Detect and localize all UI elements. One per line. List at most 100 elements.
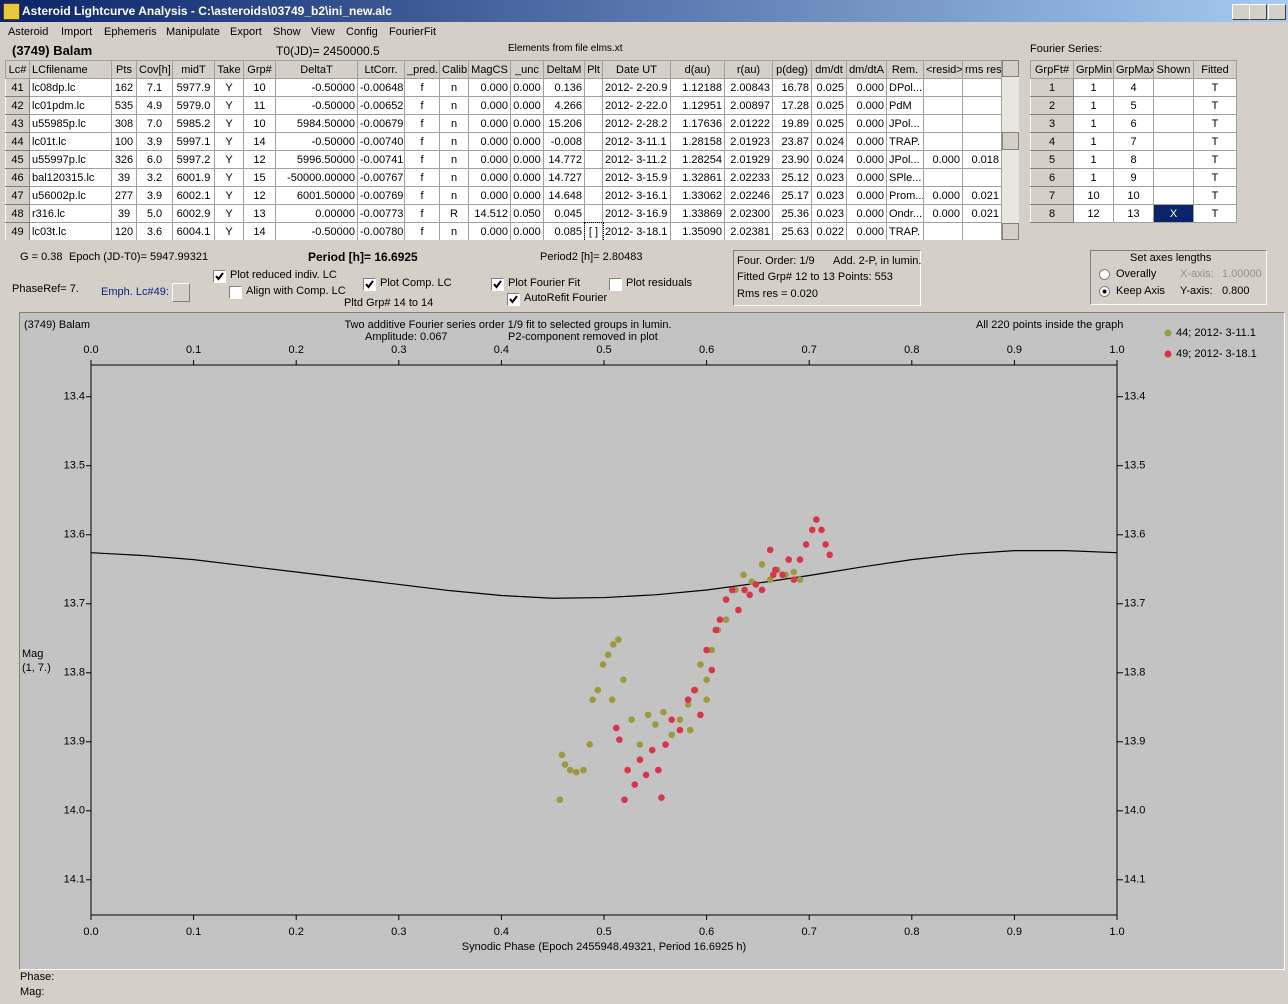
menu-item[interactable]: View <box>311 26 335 38</box>
cell: 0.045 <box>543 204 585 223</box>
cell <box>584 114 603 133</box>
checkbox[interactable] <box>229 286 242 299</box>
info-line: Add. 2-P, in lumin. <box>833 255 922 267</box>
scroll-down[interactable] <box>1002 223 1019 240</box>
x-tick-label-top: 0.1 <box>186 344 201 356</box>
check-mark <box>493 280 502 289</box>
cell: 14 <box>243 132 276 151</box>
data-point <box>636 741 644 748</box>
cell: 12 <box>243 150 276 169</box>
cell <box>584 96 603 115</box>
cell: 5997.2 <box>172 150 215 169</box>
menu-item[interactable]: FourierFit <box>389 26 437 38</box>
cell: 0.000 <box>510 132 544 151</box>
lc-row[interactable]: 49 lc03t.lc 120 3.6 6004.1 Y 14 -0.50000 -0.0078… <box>5 221 1002 240</box>
close-button[interactable] <box>1268 4 1286 20</box>
cell: 0.000 <box>468 222 511 240</box>
cell: 3.2 <box>136 168 173 187</box>
cell: PdM <box>886 96 924 115</box>
row-header: 8 <box>1030 204 1074 223</box>
cell: 0.000 <box>510 96 544 115</box>
lc-row[interactable]: 41 lc08dp.lc 162 7.1 5977.9 Y 10 -0.50000 -0.006… <box>5 78 1002 97</box>
checkbox[interactable] <box>507 293 520 306</box>
scroll-thumb[interactable] <box>1002 132 1019 150</box>
scroll-up[interactable] <box>1002 60 1019 77</box>
fourier-row[interactable]: 7 10 10 T <box>1030 186 1237 205</box>
cell: 0.000 <box>468 168 511 187</box>
cell: Y <box>214 78 244 97</box>
radio[interactable] <box>1099 269 1110 280</box>
checkbox-label[interactable]: Plot Fourier Fit <box>508 277 581 289</box>
data-point <box>628 716 636 724</box>
cell <box>1153 186 1194 205</box>
lc-row[interactable]: 43 u55985p.lc 308 7.0 5985.2 Y 10 5984.50000 -0.… <box>5 114 1002 133</box>
app-icon <box>3 3 20 20</box>
radio-label[interactable]: Keep Axis <box>1116 285 1165 297</box>
minimize-button[interactable] <box>1232 4 1250 20</box>
data-point <box>766 546 774 554</box>
checkbox-label[interactable]: AutoRefit Fourier <box>524 292 608 304</box>
radio[interactable] <box>1099 286 1110 297</box>
checkbox[interactable] <box>491 278 504 291</box>
cell: 9 <box>1113 168 1154 187</box>
menu-item[interactable]: Import <box>61 26 93 38</box>
fourier-row[interactable]: 8 12 13 X T <box>1030 204 1237 223</box>
cell: 10 <box>243 78 276 97</box>
lc-row[interactable]: 47 u56002p.lc 277 3.9 6002.1 Y 12 6001.50000 -0.… <box>5 186 1002 205</box>
menu-item[interactable]: Manipulate <box>166 26 220 38</box>
menu-item[interactable]: Ephemeris <box>104 26 157 38</box>
lc-row[interactable]: 46 bal120315.lc 39 3.2 6001.9 Y 15 -50000.00000… <box>5 168 1002 187</box>
data-point <box>758 561 766 568</box>
spinner[interactable] <box>172 283 190 302</box>
restore-button[interactable] <box>1249 4 1267 20</box>
checkbox[interactable] <box>213 270 226 283</box>
lc-row[interactable]: 48 r316.lc 39 5.0 6002.9 Y 13 0.00000 -0.00773 f R… <box>5 204 1002 223</box>
data-point <box>662 741 669 748</box>
cell: -0.00767 <box>357 168 405 187</box>
cell: 17.28 <box>772 96 812 115</box>
checkbox-label[interactable]: Plot Comp. LC <box>380 277 452 289</box>
cell: R <box>439 204 469 223</box>
menu-item[interactable]: Show <box>273 26 301 38</box>
cell <box>1153 150 1194 169</box>
menu-item[interactable]: Export <box>230 26 262 38</box>
row-header: 49 <box>5 222 30 240</box>
lc-row[interactable]: 45 u55997p.lc 326 6.0 5997.2 Y 12 5996.50000 -0.… <box>5 150 1002 169</box>
checkbox[interactable] <box>609 278 622 291</box>
menu-item[interactable]: Asteroid <box>8 26 49 38</box>
column-header: Lc# <box>5 60 30 79</box>
data-point <box>616 736 623 744</box>
checkbox-label[interactable]: Plot residuals <box>626 277 693 289</box>
y-tick-label-right: 13.5 <box>1124 460 1145 472</box>
lc-row[interactable]: 44 lc01t.lc 100 3.9 5997.1 Y 14 -0.50000 -0.0074… <box>5 132 1002 151</box>
cell: f <box>404 186 440 205</box>
menu-item[interactable]: Config <box>346 26 378 38</box>
x-tick-label-top: 0.8 <box>904 344 919 356</box>
radio-circle <box>1099 286 1110 297</box>
cell: -0.50000 <box>275 132 358 151</box>
checkbox-label[interactable]: Plot reduced indiv. LC <box>230 269 337 281</box>
legend-marker <box>1164 350 1172 358</box>
cell: Y <box>214 96 244 115</box>
scrollbar[interactable] <box>1002 60 1019 240</box>
lc-row[interactable]: 42 lc01pdm.lc 535 4.9 5979.0 Y 11 -0.50000 -0.00… <box>5 96 1002 115</box>
data-point <box>561 761 569 768</box>
info-box <box>733 250 921 306</box>
checkbox-label[interactable]: Align with Comp. LC <box>246 285 346 297</box>
status-phase: Phase: <box>20 971 55 983</box>
radio-label[interactable]: Overally <box>1116 268 1157 280</box>
cell: 1.35090 <box>670 222 725 240</box>
checkbox[interactable] <box>363 278 376 291</box>
cell: 120 <box>111 222 137 240</box>
cell: 0.000 <box>510 186 544 205</box>
cell: 0.021 <box>962 204 1002 223</box>
cell: 1.12188 <box>670 78 725 97</box>
data-point <box>769 571 777 579</box>
cell: 0.000 <box>923 150 963 169</box>
